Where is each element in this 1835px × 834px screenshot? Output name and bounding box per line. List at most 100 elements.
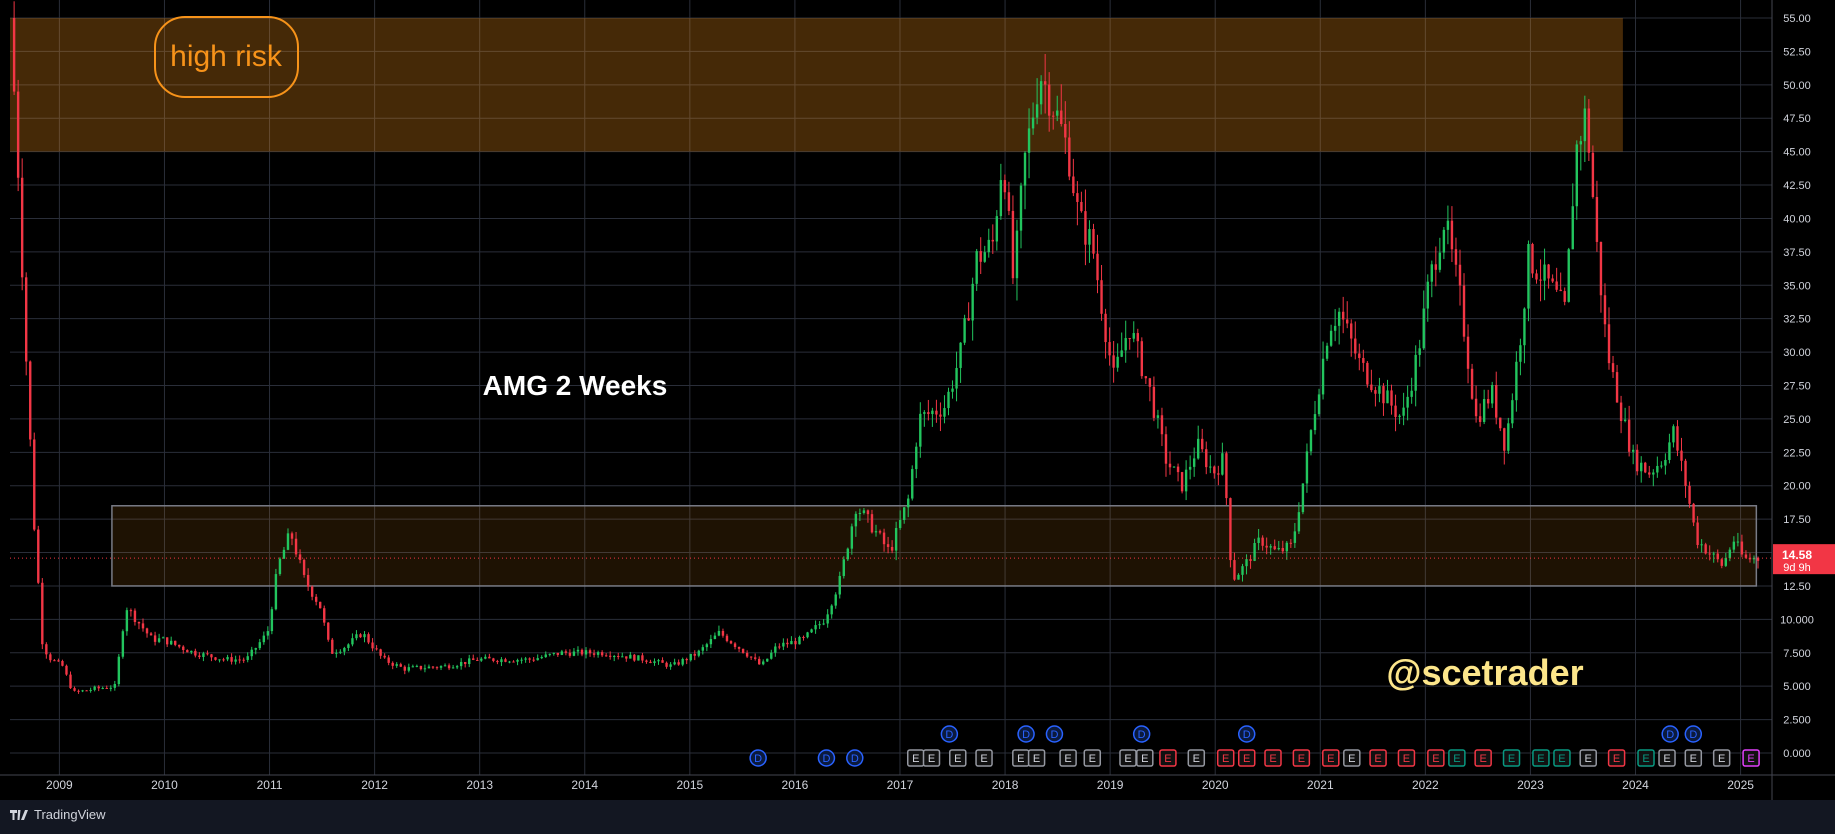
candle-body [1023,152,1027,186]
earnings-marker[interactable] [1553,749,1571,767]
earnings-marker[interactable] [1083,749,1102,767]
candle-body [447,665,451,669]
candle-body [1539,279,1542,281]
candle-body [1426,281,1429,309]
candle-body [1402,407,1405,416]
support-zone[interactable] [111,505,1758,587]
candle-body [314,596,318,602]
candle-body [1229,498,1232,561]
candle-body [1724,557,1728,566]
earnings-marker[interactable] [1216,749,1235,767]
candle-body [987,239,990,253]
earnings-marker[interactable] [1264,749,1282,767]
candle-body [1003,180,1007,193]
candle-body [157,638,161,642]
candle-body [472,658,475,660]
earnings-marker[interactable] [1027,749,1046,767]
high-risk-label-box[interactable] [154,16,299,98]
candle-body [1648,472,1651,475]
earnings-marker[interactable] [1427,749,1445,767]
candle-body [1253,542,1256,561]
candle-body [222,659,225,661]
earnings-marker[interactable] [1474,749,1492,767]
candle-body [1233,560,1236,580]
earnings-marker[interactable] [1136,749,1154,767]
dividend-marker[interactable] [940,725,959,743]
candle-body [528,658,531,660]
last-price-tag[interactable] [1773,544,1835,575]
dividend-marker[interactable] [1132,725,1151,743]
earnings-marker[interactable] [1159,749,1177,767]
earnings-marker[interactable] [1322,749,1340,767]
candle-body [741,648,745,653]
candle-body [1583,108,1587,142]
earnings-marker[interactable] [1532,749,1550,767]
earnings-marker[interactable] [1658,749,1676,767]
dividend-marker[interactable] [1045,725,1064,743]
earnings-marker[interactable] [1684,749,1703,767]
candle-body [1635,449,1639,472]
earnings-marker[interactable] [949,749,967,767]
candle-body [1623,419,1627,422]
candle-body [1201,438,1204,450]
candle-body [1370,384,1373,391]
tradingview-icon [10,809,28,820]
earnings-marker[interactable] [1397,749,1416,767]
earnings-marker[interactable] [1579,749,1597,767]
earnings-marker[interactable] [1607,749,1626,767]
event-marker-label: E [1327,753,1334,765]
candle-body [1495,385,1498,418]
candle-body [1688,485,1691,504]
high-risk-zone[interactable] [10,18,1623,152]
earnings-marker[interactable] [975,749,993,767]
author-watermark: @scetrader [1386,652,1583,693]
candle-body [286,533,290,550]
candle-body [870,514,874,533]
dividend-marker[interactable] [1661,725,1679,743]
candle-body [77,690,80,692]
candle-body [1382,386,1385,404]
event-marker-label: E [1298,753,1305,765]
earnings-marker[interactable] [1119,749,1137,767]
candle-body [1144,376,1148,379]
dividend-marker[interactable] [846,749,864,767]
candle-body [1438,252,1442,270]
earnings-marker[interactable] [1187,749,1206,767]
dividend-marker[interactable] [1017,725,1035,743]
dividend-marker[interactable] [749,749,767,767]
candle-body [1531,243,1534,274]
earnings-marker[interactable] [1237,749,1256,767]
earnings-marker[interactable] [1637,749,1655,767]
earnings-marker[interactable] [1448,749,1466,767]
candle-body [544,654,547,658]
candle-body [121,631,125,657]
candle-body [874,531,878,533]
candle-body [294,538,298,555]
candle-body [93,686,96,690]
earnings-marker[interactable] [1369,749,1387,767]
candle-body [1664,459,1667,466]
earnings-marker[interactable] [1742,749,1760,767]
candle-body [1515,361,1518,401]
candle-body [894,528,898,551]
x-tick-label: 2020 [1202,778,1229,792]
earnings-marker[interactable] [1059,749,1077,767]
earnings-marker[interactable] [1343,749,1361,767]
dividend-marker[interactable] [817,749,836,767]
candle-body [786,642,789,645]
dividend-marker[interactable] [1684,725,1703,743]
earnings-marker[interactable] [1292,749,1311,767]
event-marker-label: E [980,753,987,765]
earnings-marker[interactable] [1502,749,1521,767]
earnings-marker[interactable] [922,749,941,767]
candle-body [258,642,261,649]
candle-body [149,633,153,636]
earnings-marker[interactable] [1712,749,1731,767]
candle-body [1237,574,1240,580]
candle-body [951,388,954,392]
candle-body [1579,141,1583,145]
candle-body [1692,503,1695,523]
dividend-marker[interactable] [1237,725,1256,743]
tradingview-logo[interactable]: TradingView [10,807,106,822]
event-markers[interactable]: D D DD D D D D D DE E E E E E E E E E E E E E E E E E E E E E E E E E E E E E… [749,725,1760,767]
